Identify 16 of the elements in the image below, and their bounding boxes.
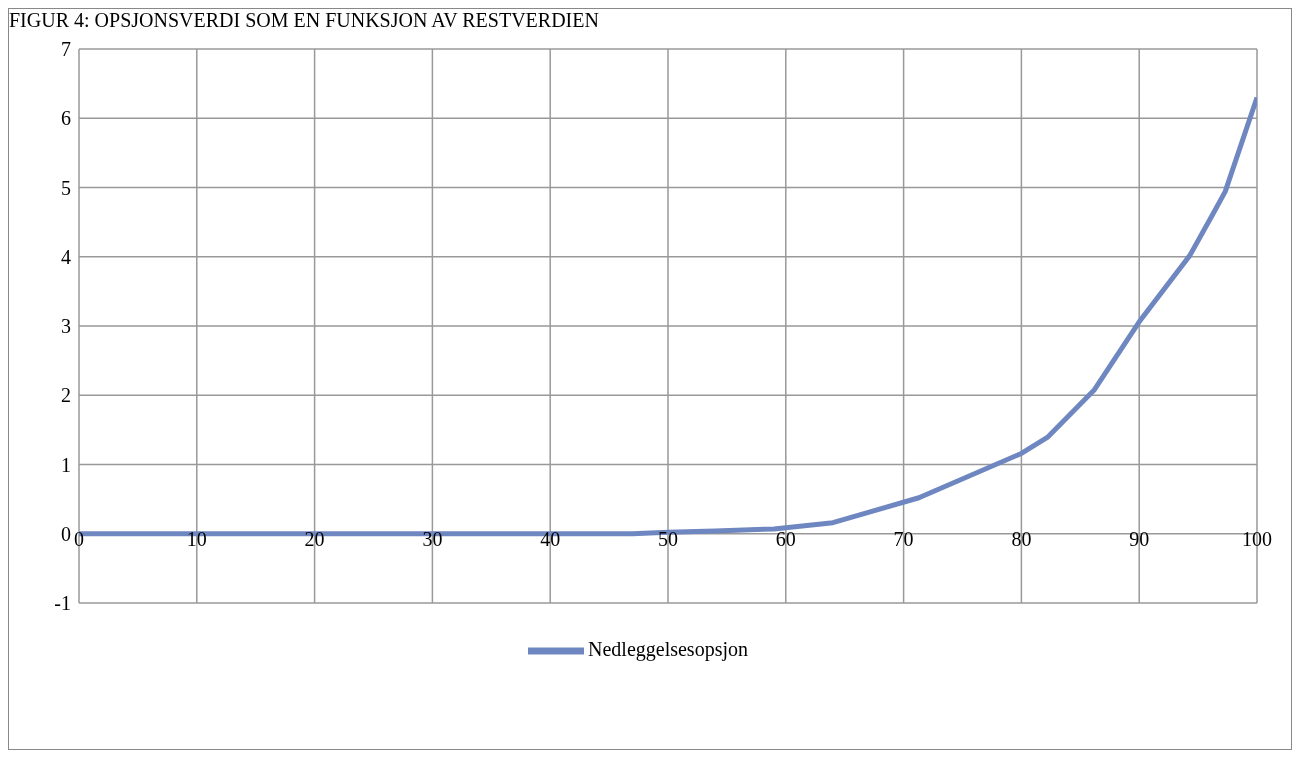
y-tick-label: 5: [61, 176, 71, 199]
chart-title: FIGUR 4: OPSJONSVERDI SOM EN FUNKSJON AV RESTVERDIEN: [9, 9, 599, 32]
x-tick-label: 90: [1129, 528, 1150, 551]
x-tick-label: 80: [1011, 528, 1032, 551]
y-tick-label: -1: [54, 592, 71, 615]
x-tick-label: 60: [775, 528, 796, 551]
x-tick-label: 100: [1242, 528, 1272, 551]
y-tick-label: 6: [61, 107, 71, 130]
y-tick-label: 4: [61, 245, 71, 268]
y-tick-label: 1: [61, 453, 71, 476]
y-tick-label: 2: [61, 384, 71, 407]
x-tick-label: 70: [893, 528, 914, 551]
x-tick-label: 50: [658, 528, 678, 551]
y-tick-label: 7: [61, 38, 71, 61]
y-tick-label: 3: [61, 315, 71, 338]
legend-label: Nedleggelsesopsjon: [588, 637, 748, 660]
